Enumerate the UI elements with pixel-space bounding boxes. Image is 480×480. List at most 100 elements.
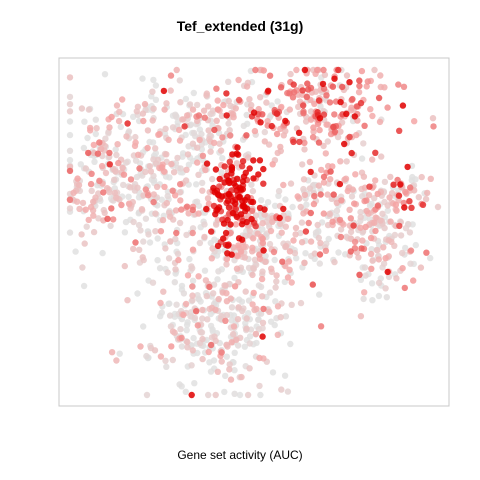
data-point	[358, 245, 364, 251]
data-point	[224, 250, 230, 256]
data-point	[234, 151, 240, 157]
data-point	[377, 119, 383, 125]
data-point	[303, 228, 309, 234]
data-point	[301, 176, 307, 182]
data-point	[274, 98, 280, 104]
data-point	[323, 92, 329, 98]
data-point	[361, 174, 367, 180]
data-point	[106, 150, 112, 156]
data-point	[331, 191, 337, 197]
data-point	[213, 166, 219, 172]
data-point	[268, 228, 274, 234]
data-point	[285, 274, 291, 280]
data-point	[317, 240, 323, 246]
data-point	[235, 242, 241, 248]
data-point	[404, 164, 410, 170]
data-point	[226, 98, 232, 104]
data-point	[167, 312, 173, 318]
data-point	[91, 142, 97, 148]
data-point	[83, 207, 89, 213]
data-point	[195, 172, 201, 178]
data-point	[407, 229, 413, 235]
data-point	[107, 161, 113, 167]
data-point	[327, 168, 333, 174]
data-point	[376, 95, 382, 101]
data-point	[244, 194, 250, 200]
data-point	[188, 362, 194, 368]
data-point	[208, 342, 214, 348]
data-point	[293, 225, 299, 231]
data-point	[137, 343, 143, 349]
data-point	[168, 72, 174, 78]
data-point	[316, 139, 322, 145]
data-point	[121, 172, 127, 178]
data-point	[356, 77, 362, 83]
data-point	[244, 315, 250, 321]
data-point	[303, 202, 309, 208]
data-point	[206, 349, 212, 355]
data-point	[161, 106, 167, 112]
data-point	[359, 68, 365, 74]
data-point	[184, 339, 190, 345]
data-point	[257, 119, 263, 125]
data-point	[304, 94, 310, 100]
data-point	[359, 155, 365, 161]
data-point	[205, 127, 211, 133]
data-point	[204, 90, 210, 96]
data-point	[199, 188, 205, 194]
data-point	[161, 184, 167, 190]
data-point	[155, 235, 161, 241]
data-point	[382, 179, 388, 185]
data-point	[166, 174, 172, 180]
data-point	[190, 335, 196, 341]
x-axis-label: Gene set activity (AUC)	[0, 448, 480, 462]
data-point	[260, 181, 266, 187]
data-point	[301, 146, 307, 152]
data-point	[223, 230, 229, 236]
data-point	[270, 369, 276, 375]
data-point	[213, 392, 219, 398]
data-point	[145, 127, 151, 133]
data-point	[258, 197, 264, 203]
data-point	[408, 205, 414, 211]
data-point	[198, 329, 204, 335]
data-point	[310, 281, 316, 287]
data-point	[221, 220, 227, 226]
data-point	[236, 97, 242, 103]
data-point	[128, 176, 134, 182]
data-point	[327, 99, 333, 105]
data-point	[349, 193, 355, 199]
data-point	[402, 285, 408, 291]
data-point	[199, 180, 205, 186]
data-point	[270, 161, 276, 167]
data-point	[348, 105, 354, 111]
data-point	[420, 202, 426, 208]
data-point	[103, 170, 109, 176]
data-point	[235, 316, 241, 322]
data-point	[174, 67, 180, 73]
data-point	[423, 250, 429, 256]
data-point	[100, 189, 106, 195]
data-point	[251, 290, 257, 296]
data-point	[123, 133, 129, 139]
data-point	[278, 314, 284, 320]
data-point	[307, 185, 313, 191]
data-point	[245, 392, 251, 398]
data-point	[280, 206, 286, 212]
data-point	[267, 289, 273, 295]
data-point	[230, 331, 236, 337]
data-point	[287, 248, 293, 254]
data-point	[208, 368, 214, 374]
data-point	[240, 202, 246, 208]
data-point	[213, 86, 219, 92]
data-point	[401, 84, 407, 90]
data-point	[152, 347, 158, 353]
data-point	[408, 247, 414, 253]
data-point	[365, 78, 371, 84]
data-point	[399, 250, 405, 256]
data-point	[430, 115, 436, 121]
data-point	[341, 176, 347, 182]
data-point	[183, 167, 189, 173]
data-point	[341, 141, 347, 147]
